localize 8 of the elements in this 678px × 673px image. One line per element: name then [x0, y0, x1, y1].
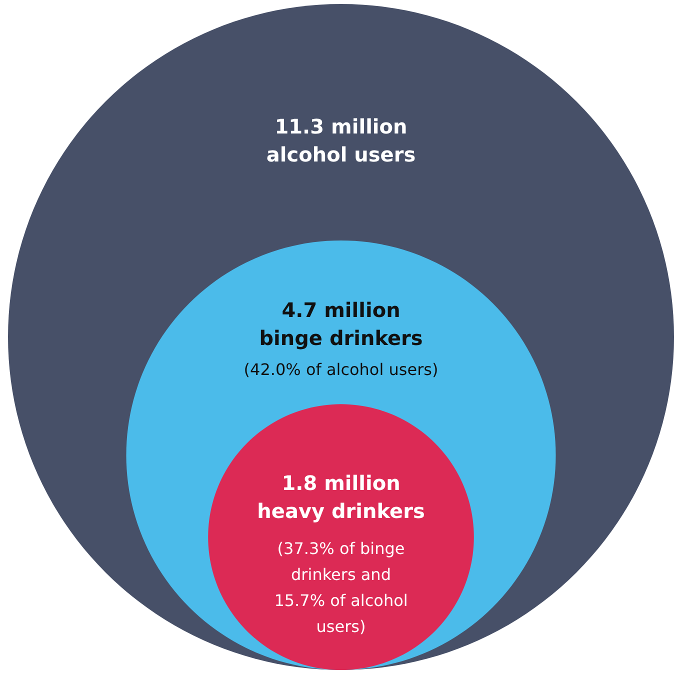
data-label: 11.3 million: [274, 114, 408, 139]
category-label: binge drinkers: [259, 326, 423, 350]
text: (42.0% of alcohol users): [244, 360, 438, 379]
text: (37.3% of binge drinkers and 15.7% of alcohol users): [274, 539, 408, 636]
category-label: heavy drinkers: [257, 499, 425, 524]
category-label: alcohol users: [266, 142, 416, 167]
data-label: 4.7 million: [282, 298, 400, 322]
data-label: 1.8 million: [282, 471, 400, 496]
